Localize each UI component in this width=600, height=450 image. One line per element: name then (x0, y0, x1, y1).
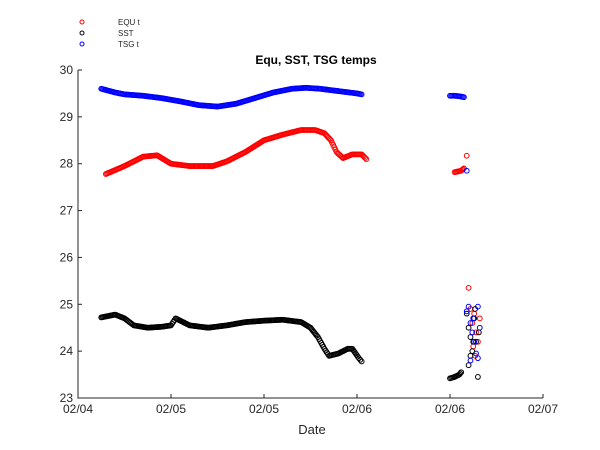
y-tick-label: 25 (60, 297, 74, 311)
y-tick-label: 24 (60, 344, 74, 358)
series-tsg-t (98, 84, 483, 364)
data-point (358, 91, 365, 98)
data-point (470, 343, 477, 350)
data-point (471, 338, 478, 345)
legend-label: TSG t (118, 40, 140, 49)
data-point (475, 374, 481, 380)
data-point (461, 94, 467, 101)
data-point (363, 156, 370, 162)
legend-marker (79, 30, 85, 36)
plot-area (98, 84, 483, 382)
data-point (463, 310, 470, 317)
legend: EQU t SST TSG t (79, 18, 141, 49)
data-point (467, 357, 474, 364)
data-point (467, 352, 474, 359)
x-tick-label: 02/06 (342, 402, 372, 416)
data-point (473, 329, 479, 336)
data-point (357, 356, 364, 363)
data-point (362, 154, 369, 161)
data-point (463, 152, 470, 159)
data-point (467, 334, 474, 340)
x-tick-label: 02/05 (249, 402, 279, 416)
data-point (473, 350, 479, 357)
legend-marker (79, 41, 85, 47)
y-tick-label: 26 (60, 250, 74, 264)
y-tick-label: 29 (60, 110, 74, 124)
data-point (476, 315, 483, 322)
legend-marker (79, 19, 85, 25)
data-point (465, 303, 472, 310)
data-point (463, 167, 470, 174)
y-tick-label: 23 (60, 391, 74, 405)
chart-title: Equ, SST, TSG temps (255, 53, 377, 67)
data-point (475, 303, 481, 310)
data-point (465, 284, 472, 291)
data-point (467, 320, 474, 326)
data-point (358, 358, 365, 365)
data-point (465, 362, 472, 369)
axes: 23 24 25 26 27 28 29 30 02/04 02/05 02/05 02/06 02/0… (60, 63, 559, 416)
y-tick-label: 30 (60, 63, 74, 77)
x-tick-label: 02/04 (63, 402, 93, 416)
y-tick-label: 28 (60, 157, 74, 171)
x-tick-label: 02/05 (156, 402, 186, 416)
data-point (475, 355, 481, 362)
data-point (463, 308, 470, 315)
x-axis-title: Date (298, 422, 325, 437)
data-point (458, 369, 465, 376)
data-point (457, 370, 464, 377)
data-point (470, 315, 477, 322)
data-point (465, 324, 472, 331)
data-point (476, 324, 483, 331)
data-point (355, 355, 362, 362)
x-tick-label: 02/07 (528, 402, 558, 416)
x-tick-label: 02/06 (435, 402, 465, 416)
legend-label: EQU t (118, 18, 141, 27)
series-sst (98, 306, 482, 382)
series-equ-t (103, 127, 483, 359)
data-point (471, 310, 478, 317)
data-point (469, 329, 476, 336)
legend-label: SST (118, 29, 134, 38)
y-tick-label: 27 (60, 204, 74, 218)
data-point (473, 338, 479, 345)
